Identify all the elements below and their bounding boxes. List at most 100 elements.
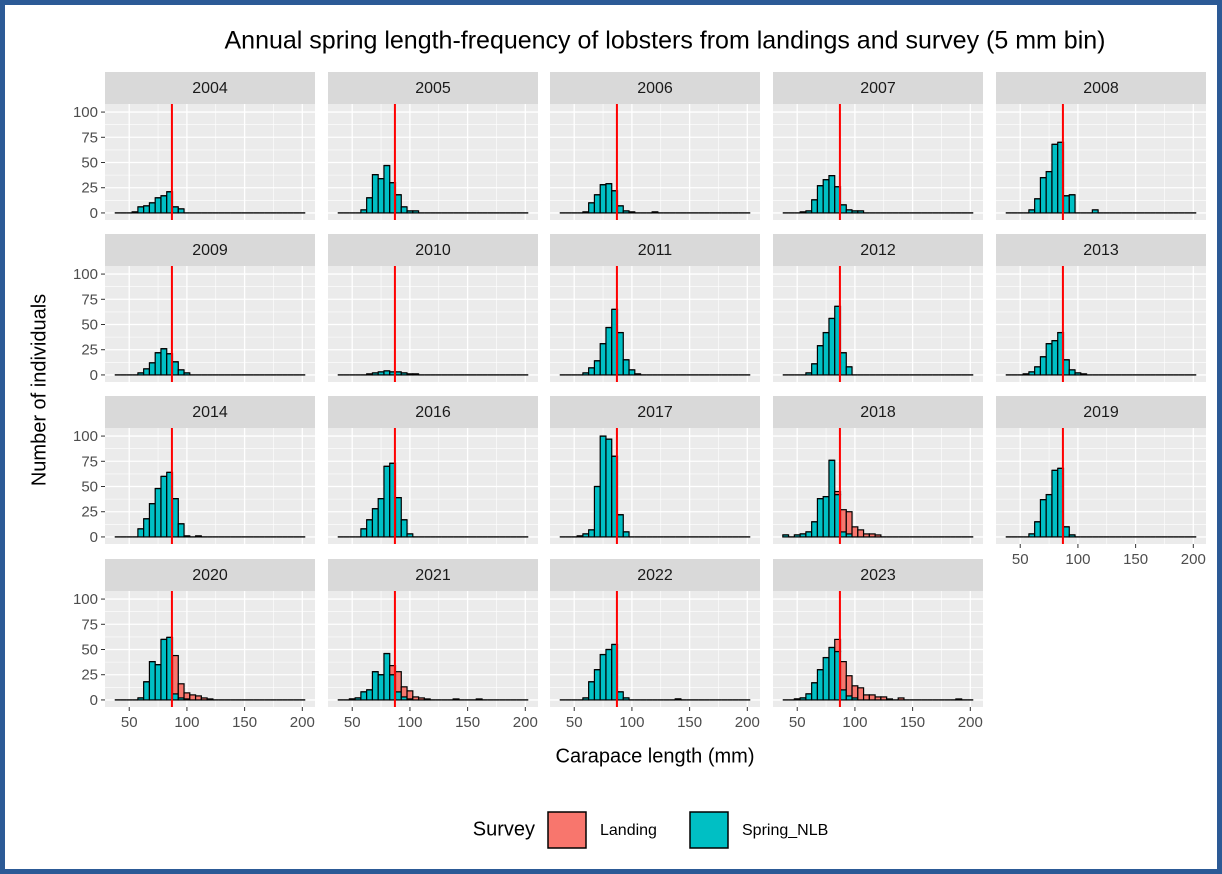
y-tick-label: 50: [81, 316, 98, 333]
bar: [839, 204, 847, 214]
bar: [1034, 521, 1042, 538]
strip: [550, 234, 760, 266]
bar: [605, 326, 613, 376]
bar: [1039, 356, 1047, 376]
bar: [845, 511, 853, 535]
bar: [593, 485, 601, 538]
y-tick-label: 75: [81, 291, 98, 308]
bar: [862, 694, 870, 701]
bar: [616, 514, 624, 538]
strip-label: 2011: [638, 242, 673, 259]
x-tick-label: 150: [1123, 551, 1148, 568]
x-tick-label: 100: [842, 714, 867, 731]
bar: [400, 686, 408, 698]
legend-title: Survey: [473, 818, 535, 840]
strip-label: 2005: [415, 80, 451, 97]
strip: [773, 559, 983, 591]
bar: [452, 698, 460, 701]
bar: [822, 331, 830, 376]
bar: [1034, 366, 1042, 376]
bar: [616, 691, 624, 701]
bar: [148, 202, 156, 214]
bar: [599, 653, 607, 701]
bar: [828, 459, 836, 538]
legend-label: Spring_NLB: [742, 822, 828, 839]
bar: [417, 697, 425, 701]
bar: [154, 352, 162, 376]
bar: [605, 648, 613, 701]
bar: [160, 348, 168, 376]
y-tick-label: 100: [73, 591, 98, 608]
bar: [1039, 177, 1047, 214]
bar: [206, 698, 214, 701]
bar: [394, 671, 402, 693]
bar: [816, 498, 824, 538]
y-tick-label: 50: [81, 154, 98, 171]
strip: [105, 234, 315, 266]
bar: [816, 185, 824, 214]
strip: [773, 234, 983, 266]
bar: [816, 345, 824, 376]
y-tick-label: 50: [81, 478, 98, 495]
bar: [822, 495, 830, 538]
strip-label: 2009: [192, 242, 228, 259]
strip-label: 2010: [415, 242, 451, 259]
bar: [599, 435, 607, 538]
y-tick-label: 0: [90, 367, 98, 384]
x-tick-label: 200: [958, 714, 983, 731]
bar: [148, 362, 156, 376]
bar: [143, 205, 151, 214]
bar: [886, 698, 894, 701]
bar: [805, 693, 813, 701]
bar: [845, 675, 853, 697]
x-tick-label: 200: [513, 714, 538, 731]
legend-swatch: [689, 811, 729, 849]
bar: [955, 698, 963, 701]
bar: [811, 682, 819, 701]
bar: [137, 528, 145, 538]
y-tick-label: 0: [90, 692, 98, 709]
x-tick-label: 150: [455, 714, 480, 731]
chart-title: Annual spring length-frequency of lobste…: [225, 27, 1106, 55]
bar: [1062, 195, 1070, 214]
bar: [839, 689, 847, 701]
bar: [154, 664, 162, 701]
bar: [1051, 469, 1059, 538]
strip-label: 2017: [637, 404, 673, 421]
bar: [874, 534, 882, 538]
bar: [200, 697, 208, 701]
bar: [622, 359, 630, 376]
bar: [137, 206, 145, 214]
x-tick-label: 100: [397, 714, 422, 731]
strip-label: 2019: [1083, 404, 1119, 421]
strip-label: 2021: [415, 567, 451, 584]
bar: [177, 208, 185, 214]
bar: [366, 689, 374, 701]
bar: [160, 638, 168, 701]
strip: [328, 234, 538, 266]
strip-label: 2023: [860, 567, 896, 584]
bar: [371, 174, 379, 214]
bar: [828, 175, 836, 214]
bar: [143, 368, 151, 376]
bar: [828, 317, 836, 376]
bar: [400, 519, 408, 538]
strip: [773, 396, 983, 428]
bar: [588, 681, 596, 701]
bar: [845, 695, 853, 701]
bar: [593, 669, 601, 701]
y-tick-label: 25: [81, 342, 98, 359]
strip: [105, 559, 315, 591]
strip-label: 2018: [860, 404, 896, 421]
bar: [394, 194, 402, 214]
bar: [360, 528, 368, 538]
x-axis-label: Carapace length (mm): [556, 745, 755, 767]
y-tick-label: 0: [90, 529, 98, 546]
bar: [874, 696, 882, 701]
y-axis-label: Number of individuals: [28, 294, 50, 486]
y-tick-label: 25: [81, 504, 98, 521]
bar: [177, 523, 185, 538]
strip-label: 2006: [637, 80, 673, 97]
bar: [366, 197, 374, 214]
